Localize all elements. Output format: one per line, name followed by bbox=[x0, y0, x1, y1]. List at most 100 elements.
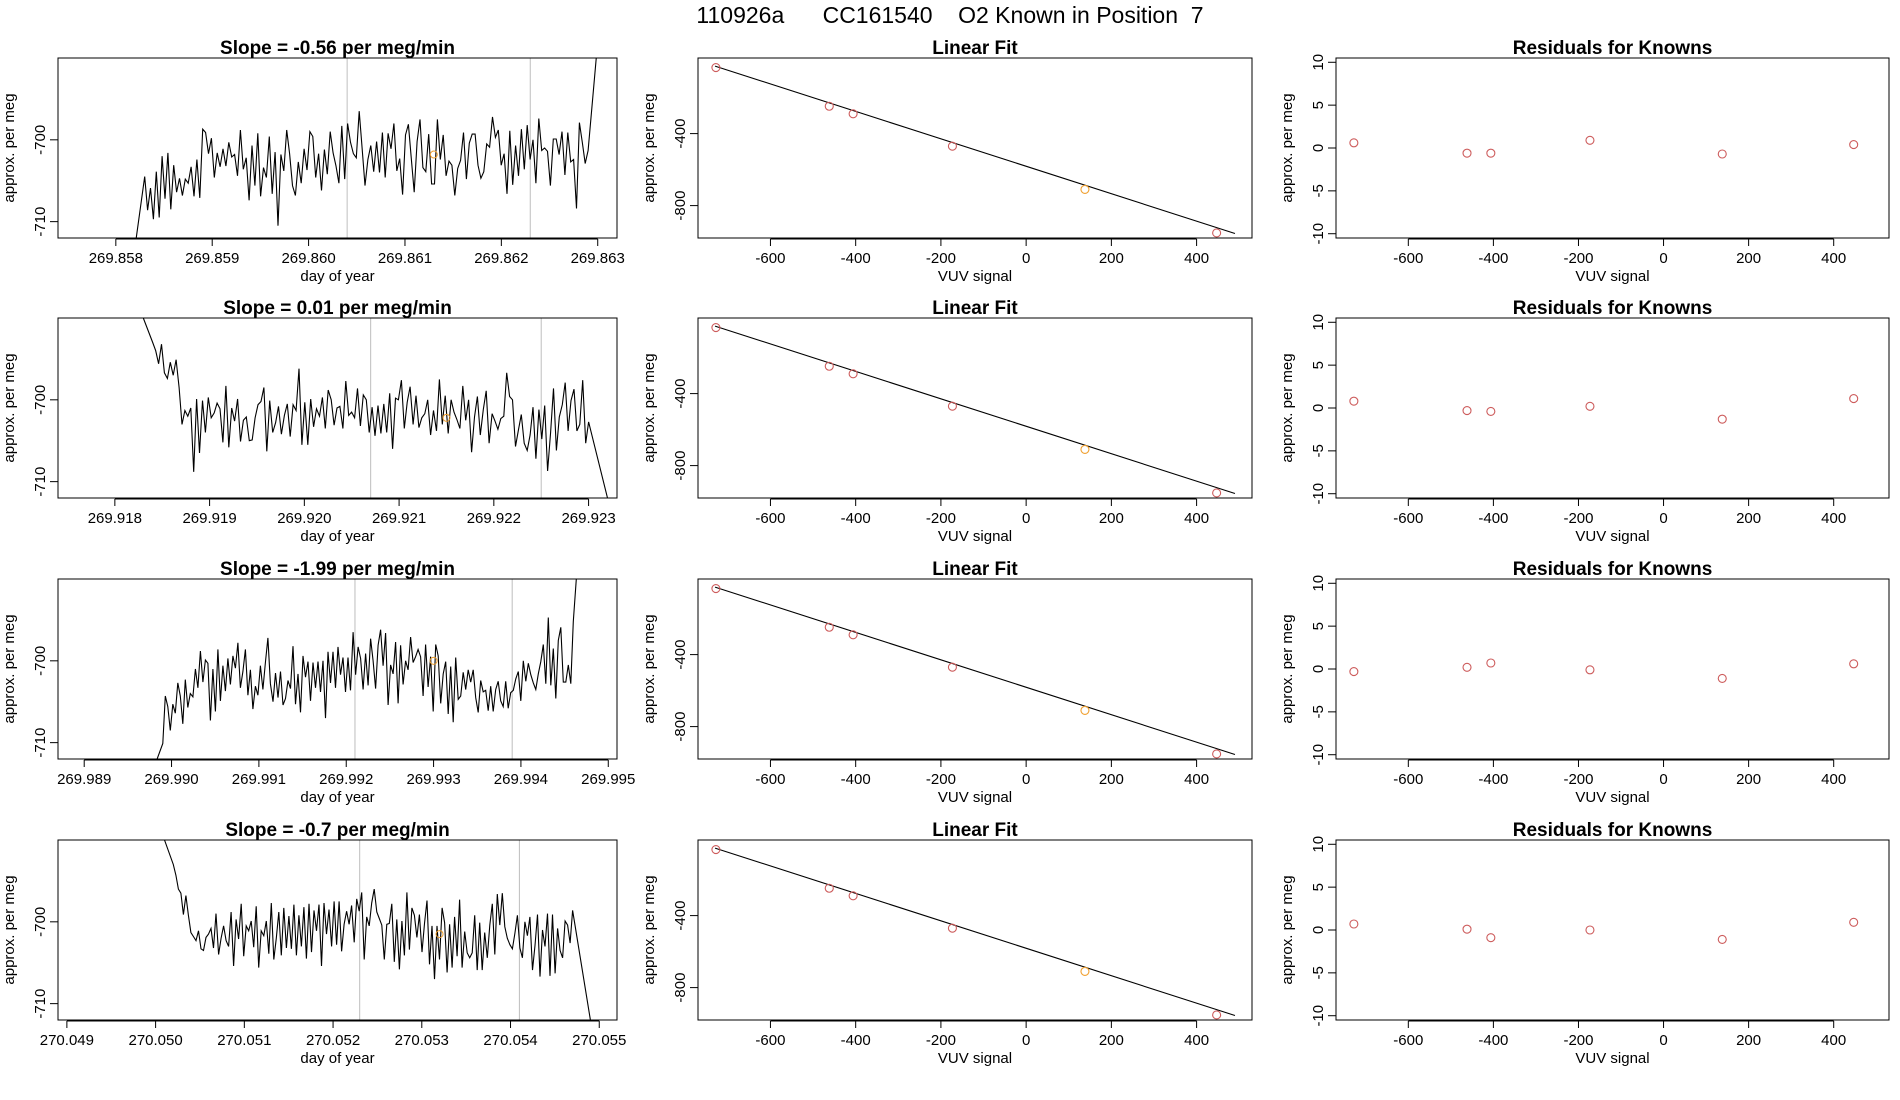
y-tick-label: -710 bbox=[32, 207, 49, 237]
highlight-point bbox=[429, 656, 438, 665]
signal-trace bbox=[156, 579, 577, 759]
panel-title: Linear Fit bbox=[932, 559, 1018, 580]
x-tick-label: 0 bbox=[1659, 771, 1667, 788]
residuals-panel-2: Residuals for Knowns -600 -400 -200 0 200 400 V… bbox=[1279, 298, 1890, 545]
x-tick-label: 0 bbox=[1022, 510, 1030, 527]
data-point bbox=[1585, 135, 1595, 145]
data-point bbox=[947, 923, 957, 933]
x-tick-label: -200 bbox=[926, 510, 956, 527]
y-tick-label: -400 bbox=[672, 640, 689, 670]
data-point bbox=[1462, 662, 1472, 672]
plot-frame bbox=[57, 839, 618, 1021]
x-axis-label: day of year bbox=[300, 1050, 374, 1067]
x-axis-label: VUV signal bbox=[938, 1050, 1012, 1067]
x-tick-label: 270.055 bbox=[572, 1032, 626, 1049]
x-tick-label: -600 bbox=[1393, 510, 1423, 527]
y-tick-label: -5 bbox=[1310, 444, 1327, 457]
y-tick-label: 5 bbox=[1310, 361, 1327, 369]
plot-area bbox=[1349, 917, 1859, 944]
y-tick-label: 5 bbox=[1310, 101, 1327, 109]
y-tick-label: -5 bbox=[1310, 705, 1327, 718]
data-point bbox=[1080, 705, 1090, 715]
plot-frame bbox=[697, 57, 1253, 239]
y-axis-label: approx. per meg bbox=[1279, 93, 1296, 202]
x-tick-label: 269.862 bbox=[474, 250, 528, 267]
x-tick-label: 269.859 bbox=[185, 250, 239, 267]
signal-trace bbox=[135, 58, 597, 238]
panel-title: Residuals for Knowns bbox=[1513, 559, 1713, 580]
panel-title: Slope = -0.7 per meg/min bbox=[225, 820, 449, 841]
x-tick-label: 269.922 bbox=[467, 510, 521, 527]
x-tick-label: 270.052 bbox=[306, 1032, 360, 1049]
y-axis-label: approx. per meg bbox=[1, 614, 18, 723]
data-point bbox=[1486, 148, 1496, 158]
x-tick-label: 200 bbox=[1736, 510, 1761, 527]
x-axis-label: VUV signal bbox=[938, 268, 1012, 285]
x-tick-label: 269.860 bbox=[281, 250, 335, 267]
x-tick-label: 270.050 bbox=[128, 1032, 182, 1049]
x-tick-label: 269.995 bbox=[581, 771, 635, 788]
x-tick-label: -400 bbox=[1478, 250, 1508, 267]
y-tick-label: -800 bbox=[672, 451, 689, 481]
data-point bbox=[848, 630, 858, 640]
data-point bbox=[1585, 925, 1595, 935]
x-tick-label: 400 bbox=[1184, 510, 1209, 527]
y-tick-label: -800 bbox=[672, 191, 689, 221]
x-tick-label: 270.049 bbox=[40, 1032, 94, 1049]
plot-frame bbox=[697, 578, 1253, 760]
plot-area bbox=[1349, 394, 1859, 424]
data-point bbox=[1717, 414, 1727, 424]
x-tick-label: -600 bbox=[1393, 250, 1423, 267]
data-point bbox=[1486, 658, 1496, 668]
x-tick-label: -200 bbox=[926, 771, 956, 788]
y-axis-label: approx. per meg bbox=[1, 875, 18, 984]
x-tick-label: 0 bbox=[1022, 250, 1030, 267]
data-point bbox=[1462, 924, 1472, 934]
x-axis-label: VUV signal bbox=[938, 528, 1012, 545]
plot-area bbox=[711, 844, 1236, 1020]
linear-fit-panel-2: Linear Fit -600 -400 -200 0 200 400 VUV signal -… bbox=[641, 298, 1253, 545]
x-tick-label: -400 bbox=[841, 771, 871, 788]
panel-title: Slope = 0.01 per meg/min bbox=[223, 298, 452, 319]
y-tick-label: -800 bbox=[672, 973, 689, 1003]
panel-title: Linear Fit bbox=[932, 820, 1018, 841]
plot-area bbox=[711, 62, 1236, 238]
time-series-panel-3: Slope = -1.99 per meg/min 269.989 269.990 2… bbox=[1, 559, 635, 806]
x-tick-label: -200 bbox=[926, 1032, 956, 1049]
data-point bbox=[1212, 228, 1222, 238]
data-point bbox=[1462, 148, 1472, 158]
y-tick-label: 0 bbox=[1310, 404, 1327, 412]
x-tick-label: -600 bbox=[755, 250, 785, 267]
x-tick-label: -200 bbox=[1563, 1032, 1593, 1049]
panel-title: Linear Fit bbox=[932, 38, 1018, 59]
x-tick-label: 400 bbox=[1184, 771, 1209, 788]
data-point bbox=[1212, 749, 1222, 759]
x-tick-label: 269.994 bbox=[494, 771, 548, 788]
data-point bbox=[824, 622, 834, 632]
data-point bbox=[824, 883, 834, 893]
highlight-point bbox=[429, 150, 438, 159]
x-tick-label: -200 bbox=[1563, 250, 1593, 267]
data-point bbox=[711, 322, 721, 333]
x-tick-label: 270.053 bbox=[395, 1032, 449, 1049]
signal-trace bbox=[142, 318, 609, 498]
x-axis-label: VUV signal bbox=[1575, 1050, 1649, 1067]
panel-title: Slope = -1.99 per meg/min bbox=[220, 559, 455, 580]
x-tick-label: -200 bbox=[926, 250, 956, 267]
x-tick-label: -600 bbox=[1393, 1032, 1423, 1049]
plot-frame bbox=[697, 317, 1253, 499]
x-tick-label: -400 bbox=[841, 250, 871, 267]
fit-line bbox=[714, 586, 1236, 756]
plot-area bbox=[163, 840, 591, 1020]
y-tick-label: -10 bbox=[1310, 223, 1327, 245]
y-axis-label: approx. per meg bbox=[1279, 353, 1296, 462]
x-tick-label: 400 bbox=[1184, 250, 1209, 267]
data-point bbox=[1349, 919, 1359, 929]
panel-title: Linear Fit bbox=[932, 298, 1018, 319]
y-tick-label: 0 bbox=[1310, 665, 1327, 673]
data-point bbox=[1462, 406, 1472, 416]
plot-frame bbox=[57, 317, 618, 499]
x-tick-label: 269.919 bbox=[182, 510, 236, 527]
x-tick-label: -400 bbox=[1478, 771, 1508, 788]
